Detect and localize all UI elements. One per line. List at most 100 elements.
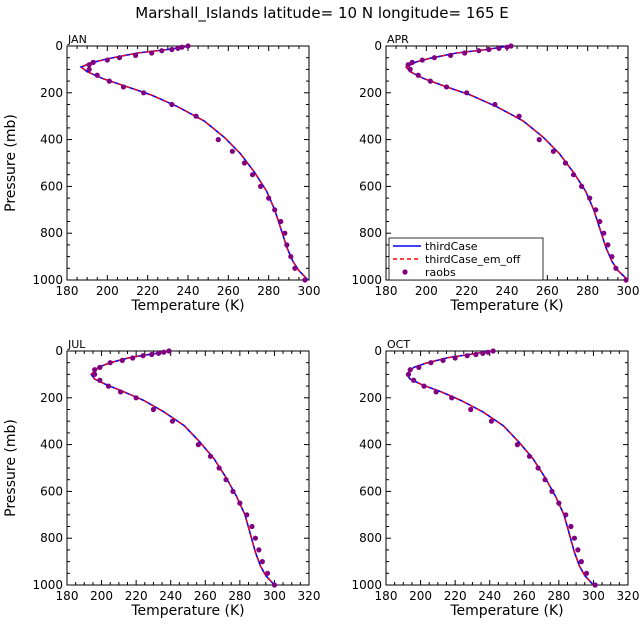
y-tick-label: 600	[359, 484, 382, 498]
raobs-point	[488, 418, 495, 424]
x-tick-label: 300	[617, 284, 640, 298]
raobs-point	[578, 559, 584, 565]
raobs-point	[266, 195, 272, 201]
raobs-point	[542, 477, 548, 483]
raobs-point	[259, 559, 265, 565]
raobs-point	[427, 78, 433, 84]
x-tick-label: 300	[298, 284, 321, 298]
y-tick-label: 0	[374, 344, 382, 358]
y-tick-label: 1000	[351, 578, 382, 592]
raobs-point	[215, 137, 221, 143]
raobs-point	[207, 453, 214, 459]
panels: 180 200 220 240 260 280 300 0 200 400 600 800 1000 Te…	[3, 33, 639, 619]
y-tick-label: 1000	[32, 578, 63, 592]
panel-label: JAN	[67, 33, 87, 46]
x-tick-label: 200	[409, 589, 432, 603]
x-tick-label: 200	[96, 284, 119, 298]
y-tick-label: 200	[40, 391, 63, 405]
raobs-point	[141, 90, 147, 96]
raobs-point	[605, 242, 611, 248]
raobs-point	[169, 101, 175, 108]
series-line-thirdcase	[405, 350, 594, 586]
raobs-point	[292, 265, 298, 271]
x-axis-label: Temperature (K)	[449, 298, 563, 314]
raobs-point	[264, 570, 271, 576]
x-tick-label: 220	[136, 284, 159, 298]
y-tick-label: 1000	[351, 273, 382, 287]
raobs-point	[568, 523, 574, 530]
y-tick-label: 400	[359, 133, 382, 147]
y-tick-label: 600	[40, 484, 63, 498]
raobs-point	[579, 183, 585, 189]
raobs-point	[133, 395, 139, 401]
y-axis-label: Pressure (mb)	[3, 419, 19, 517]
raobs-point	[104, 57, 110, 63]
raobs-point	[449, 395, 455, 401]
raobs-point	[490, 348, 496, 354]
raobs-point	[549, 488, 555, 494]
raobs-point	[570, 172, 577, 178]
raobs-point	[443, 84, 450, 90]
x-tick-label: 180	[56, 284, 79, 298]
raobs-point	[193, 113, 199, 119]
figure-title: Marshall_Islands latitude= 10 N longitud…	[135, 4, 508, 23]
y-tick-label: 200	[40, 86, 63, 100]
raobs-point	[116, 55, 123, 61]
y-tick-label: 800	[40, 531, 63, 545]
raobs-point	[562, 160, 569, 166]
legend-label: thirdCase_em_off	[425, 253, 521, 266]
raobs-point	[592, 582, 598, 588]
x-tick-label: 300	[582, 589, 605, 603]
raobs-point	[119, 357, 125, 363]
raobs-point	[405, 371, 412, 377]
panel-oct: 180 200 220 240 260 280 300 320 0 200 400 600 800 100…	[351, 338, 639, 619]
raobs-point	[140, 353, 146, 359]
raobs-point	[476, 48, 482, 54]
raobs-point	[90, 59, 96, 65]
raobs-point	[132, 52, 139, 58]
raobs-point	[583, 570, 590, 576]
raobs-point	[149, 351, 155, 358]
plot-frame	[66, 350, 310, 586]
raobs-point	[514, 442, 520, 448]
y-tick-label: 800	[359, 531, 382, 545]
raobs-point	[256, 547, 262, 553]
y-tick-label: 600	[40, 179, 63, 193]
raobs-point	[409, 59, 415, 65]
raobs-point	[492, 101, 498, 108]
raobs-point	[421, 383, 427, 389]
raobs-point	[556, 500, 562, 506]
raobs-point	[161, 349, 167, 355]
raobs-point	[169, 418, 176, 424]
x-tick-label: 280	[228, 589, 251, 603]
raobs-point	[185, 43, 191, 49]
raobs-point	[462, 50, 468, 56]
raobs-point	[97, 364, 103, 370]
raobs-point	[249, 172, 256, 178]
raobs-point	[609, 254, 615, 260]
raobs-point	[271, 582, 278, 588]
raobs-point	[288, 254, 294, 260]
raobs-point	[284, 242, 290, 248]
raobs-point	[166, 348, 172, 354]
raobs-point	[106, 78, 112, 84]
raobs-point	[107, 360, 113, 366]
raobs-point	[244, 512, 250, 518]
x-tick-label: 240	[496, 284, 519, 298]
raobs-point	[86, 62, 92, 68]
raobs-point	[405, 62, 411, 68]
x-tick-label: 320	[617, 589, 640, 603]
x-tick-label: 320	[298, 589, 321, 603]
x-tick-label: 240	[159, 589, 182, 603]
raobs-point	[120, 84, 127, 90]
raobs-point	[452, 355, 458, 361]
raobs-point	[94, 72, 100, 78]
y-tick-label: 400	[40, 133, 63, 147]
x-tick-label: 200	[415, 284, 438, 298]
raobs-point	[447, 52, 454, 58]
raobs-point	[86, 66, 92, 72]
x-tick-label: 180	[375, 284, 398, 298]
series-line-thirdcase	[90, 350, 275, 586]
raobs-point	[535, 465, 541, 471]
raobs-point	[407, 367, 413, 373]
